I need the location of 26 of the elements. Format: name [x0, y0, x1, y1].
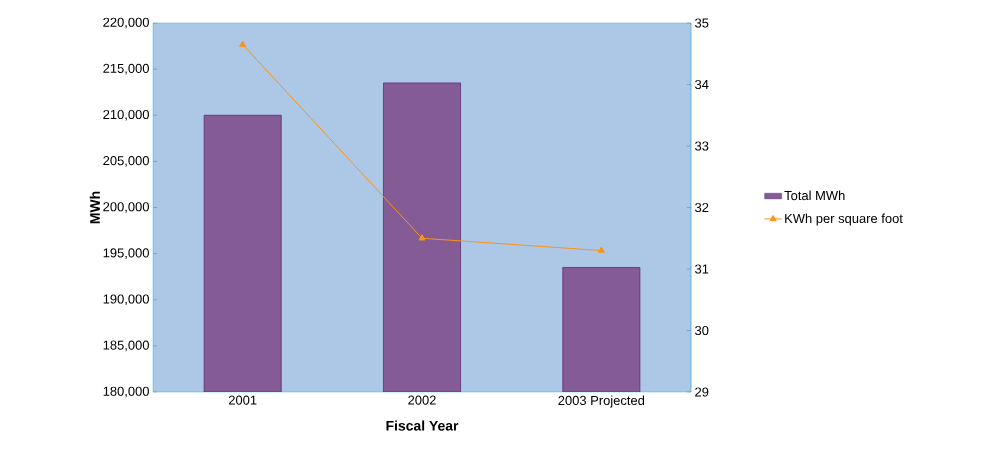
y-tick-label: 205,000: [103, 156, 149, 167]
y-tick-label: 180,000: [103, 386, 149, 398]
y-tick-label: 185,000: [103, 340, 149, 352]
y-tick-label: 200,000: [103, 202, 149, 213]
y2-tick-label: 30: [695, 325, 709, 336]
x-tick-label: 2002: [408, 395, 436, 405]
point: [597, 246, 605, 253]
y2-tick-label: 33: [695, 141, 709, 151]
point: [418, 234, 426, 241]
y2-tick-label: 29: [695, 387, 709, 397]
y2-tick-label: 34: [695, 79, 709, 90]
y-tick-label: 195,000: [103, 248, 149, 259]
y-tick-label: 210,000: [103, 109, 149, 121]
y-tick-label: 190,000: [103, 294, 149, 306]
y2-tick-label: 35: [695, 18, 709, 28]
x-tick-label: 2001: [228, 395, 257, 405]
y-tick-label: 220,000: [103, 17, 149, 29]
y-axis-title: MWh: [89, 191, 100, 224]
legend-label: Total MWh: [784, 190, 845, 201]
point: [239, 40, 247, 47]
legend-label: KWh per square foot: [785, 213, 903, 226]
y-tick-label: 215,000: [103, 63, 149, 75]
x-tick-label: 2003 Projected: [558, 395, 645, 408]
y2-tick-label: 32: [695, 202, 709, 213]
y2-tick-label: 31: [695, 264, 709, 274]
x-axis-title: Fiscal Year: [386, 420, 459, 431]
